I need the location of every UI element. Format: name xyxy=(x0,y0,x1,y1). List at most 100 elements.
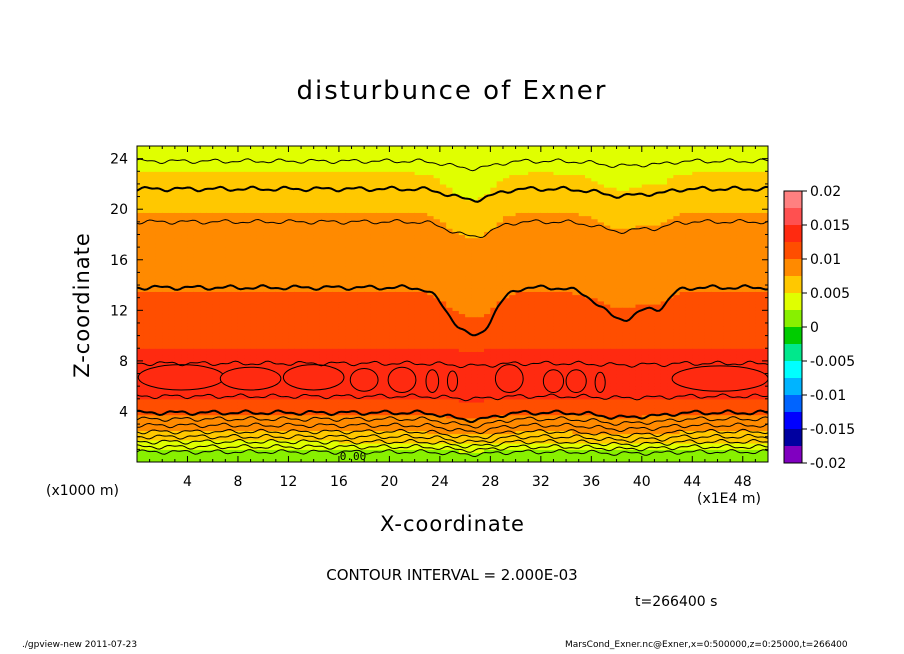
heat-cell xyxy=(288,313,296,318)
heat-cell xyxy=(193,202,201,207)
heat-cell xyxy=(364,364,372,368)
heat-cell xyxy=(149,149,157,153)
heat-cell xyxy=(200,275,208,280)
heat-cell xyxy=(301,155,308,160)
heat-cell xyxy=(370,424,378,428)
heat-cell xyxy=(294,240,302,245)
heat-cell xyxy=(313,149,321,153)
heat-cell xyxy=(244,414,252,419)
heat-cell xyxy=(143,329,151,334)
heat-cell xyxy=(307,193,315,198)
heat-cell xyxy=(200,190,208,194)
heat-cell xyxy=(250,351,258,356)
heat-cell xyxy=(162,351,170,356)
heat-cell xyxy=(181,168,189,172)
heat-cell xyxy=(244,155,252,160)
heat-cell xyxy=(219,360,226,365)
heat-cell xyxy=(237,345,245,349)
heat-cell xyxy=(237,272,245,277)
heat-cell xyxy=(370,297,378,302)
heat-cell xyxy=(282,392,290,397)
heat-cell xyxy=(206,338,214,343)
heat-cell xyxy=(370,187,378,191)
heat-cell xyxy=(137,310,144,315)
heat-cell xyxy=(301,202,308,207)
heat-cell xyxy=(212,152,220,157)
heat-cell xyxy=(263,272,271,277)
heat-cell xyxy=(357,401,365,406)
heat-cell xyxy=(219,240,226,245)
heat-cell xyxy=(162,155,170,160)
heat-cell xyxy=(231,212,239,217)
heat-cell xyxy=(231,341,239,346)
heat-cell xyxy=(275,446,283,450)
heat-cell xyxy=(187,319,195,324)
heat-cell xyxy=(225,455,233,460)
heat-cell xyxy=(225,193,233,198)
heat-cell xyxy=(137,458,144,462)
heat-cell xyxy=(143,187,151,191)
heat-cell xyxy=(149,408,157,413)
heat-cell xyxy=(282,433,290,438)
heat-cell xyxy=(244,202,252,207)
heat-cell xyxy=(364,424,372,428)
heat-cell xyxy=(263,158,271,163)
heat-cell xyxy=(256,202,264,207)
heat-cell xyxy=(357,174,365,179)
heat-cell xyxy=(231,354,239,359)
heat-cell xyxy=(206,345,214,349)
heat-cell xyxy=(351,348,359,352)
heat-cell xyxy=(351,414,359,419)
heat-cell xyxy=(294,231,302,236)
heat-cell xyxy=(231,269,239,273)
heat-cell xyxy=(155,389,163,394)
heat-cell xyxy=(237,240,245,245)
heat-cell xyxy=(155,458,163,462)
heat-cell xyxy=(351,225,359,229)
heat-cell xyxy=(263,180,271,185)
heat-cell xyxy=(219,243,226,248)
heat-cell xyxy=(143,310,151,315)
heat-cell xyxy=(269,443,277,447)
heat-cell xyxy=(313,291,321,296)
heat-cell xyxy=(162,190,170,194)
heat-cell xyxy=(370,338,378,343)
heat-cell xyxy=(351,206,359,210)
heat-cell xyxy=(370,149,378,153)
heat-cell xyxy=(206,405,214,409)
heat-cell xyxy=(143,259,151,264)
heat-cell xyxy=(288,449,296,454)
heat-cell xyxy=(225,348,233,352)
heat-cell xyxy=(187,452,195,457)
heat-cell xyxy=(263,206,271,210)
heat-cell xyxy=(345,262,353,267)
heat-cell xyxy=(275,449,283,454)
heat-cell xyxy=(174,209,182,213)
heat-cell xyxy=(256,307,264,311)
heat-cell xyxy=(282,420,290,425)
heat-cell xyxy=(288,240,296,245)
heat-cell xyxy=(219,161,226,166)
heat-cell xyxy=(345,405,353,409)
heat-cell xyxy=(168,398,176,403)
heat-cell xyxy=(275,228,283,232)
heat-cell xyxy=(307,414,315,419)
heat-cell xyxy=(301,212,308,217)
heat-cell xyxy=(256,149,264,153)
heat-cell xyxy=(326,439,334,444)
heat-cell xyxy=(187,190,195,194)
heat-cell xyxy=(326,392,334,397)
heat-cell xyxy=(301,253,308,258)
heat-cell xyxy=(137,180,144,185)
heat-cell xyxy=(174,354,182,359)
heat-cell xyxy=(237,420,245,425)
heat-cell xyxy=(155,326,163,330)
heat-cell xyxy=(162,281,170,286)
heat-cell xyxy=(237,313,245,318)
heat-cell xyxy=(137,259,144,264)
heat-cell xyxy=(282,212,290,217)
heat-cell xyxy=(370,405,378,409)
heat-cell xyxy=(313,408,321,413)
heat-cell xyxy=(187,196,195,201)
heat-cell xyxy=(288,190,296,194)
